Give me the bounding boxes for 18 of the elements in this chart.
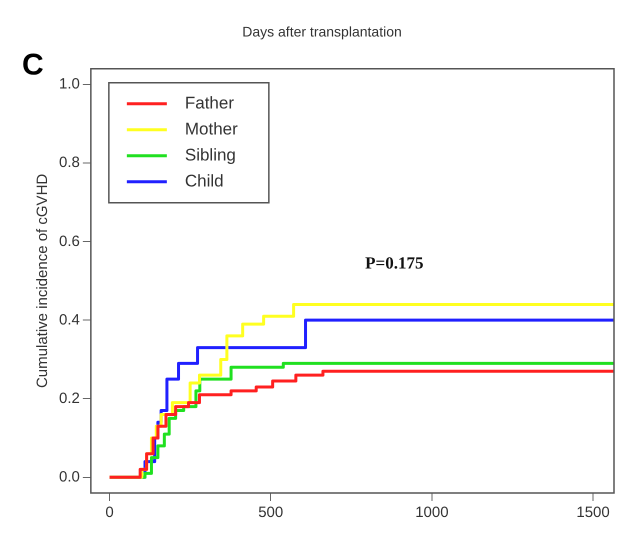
legend-label: Mother — [184, 119, 238, 138]
x-tick-label: 1500 — [576, 504, 610, 522]
y-tick-label: 0.2 — [58, 390, 80, 407]
x-tick-label: 1000 — [415, 504, 449, 522]
annotation: P=0.175 — [365, 253, 424, 272]
y-axis-title: Cumulative incidence of cGVHD — [34, 174, 52, 388]
legend-label: Sibling — [184, 145, 236, 164]
x-tick-label: 0 — [105, 504, 114, 522]
y-tick-label: 1.0 — [58, 76, 80, 93]
x-tick-label: 500 — [258, 504, 284, 522]
y-tick-label: 0.8 — [58, 154, 80, 172]
chart-title: Days after transplantation — [242, 23, 402, 40]
y-tick-label: 0.6 — [58, 232, 80, 250]
y-tick-label: 0.4 — [58, 311, 80, 328]
text: C — [22, 48, 44, 82]
legend-label: Child — [184, 171, 224, 190]
legend-label: Father — [184, 93, 234, 112]
y-tick-label: 0.0 — [58, 468, 80, 486]
